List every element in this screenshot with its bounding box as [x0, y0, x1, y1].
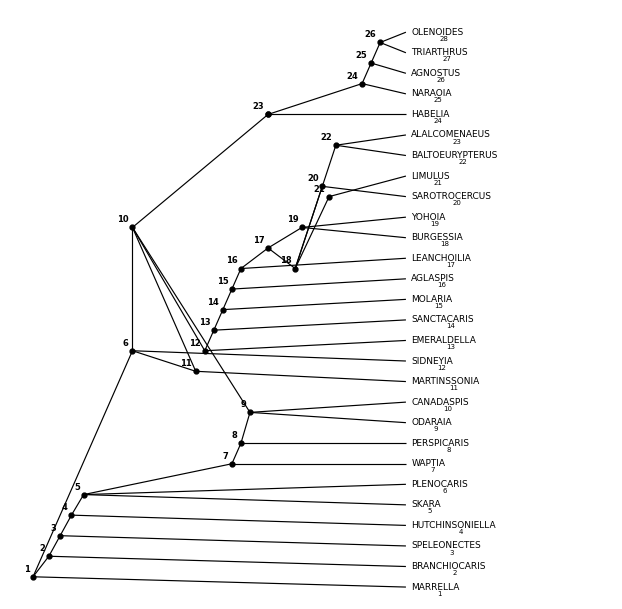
Text: 25: 25: [356, 51, 368, 60]
Text: 9: 9: [434, 426, 439, 432]
Text: 10: 10: [443, 406, 452, 412]
Text: CANADASPIS: CANADASPIS: [411, 398, 469, 407]
Text: MARTINSSONIA: MARTINSSONIA: [411, 377, 480, 386]
Text: 3: 3: [51, 524, 57, 533]
Text: MOLARIA: MOLARIA: [411, 295, 452, 304]
Text: BALTOEURYPTERUS: BALTOEURYPTERUS: [411, 151, 498, 160]
Text: 20: 20: [452, 200, 461, 206]
Text: NARAOIA: NARAOIA: [411, 90, 452, 99]
Text: HUTCHINSONIELLA: HUTCHINSONIELLA: [411, 521, 496, 530]
Text: 22: 22: [320, 133, 332, 142]
Text: 23: 23: [253, 102, 264, 111]
Text: 18: 18: [280, 256, 292, 266]
Text: 3: 3: [449, 549, 453, 555]
Text: 2: 2: [39, 544, 45, 553]
Text: 17: 17: [253, 236, 264, 245]
Text: LIMULUS: LIMULUS: [411, 172, 450, 180]
Text: 13: 13: [446, 344, 455, 350]
Text: 21: 21: [313, 185, 325, 194]
Text: 18: 18: [440, 241, 449, 247]
Text: 24: 24: [346, 71, 358, 80]
Text: 19: 19: [287, 216, 299, 224]
Text: 1: 1: [24, 565, 29, 574]
Text: SAROTROCERCUS: SAROTROCERCUS: [411, 192, 491, 201]
Text: 5: 5: [427, 509, 432, 515]
Text: 8: 8: [446, 447, 450, 452]
Text: EMERALDELLA: EMERALDELLA: [411, 336, 476, 345]
Text: YOHOIA: YOHOIA: [411, 213, 446, 222]
Text: 28: 28: [440, 36, 449, 42]
Text: 12: 12: [437, 365, 446, 371]
Text: 21: 21: [434, 180, 443, 186]
Text: 26: 26: [364, 30, 376, 40]
Text: 26: 26: [437, 77, 446, 83]
Text: 25: 25: [434, 97, 442, 104]
Text: 9: 9: [241, 400, 246, 409]
Text: 2: 2: [452, 570, 457, 576]
Text: 6: 6: [443, 488, 447, 494]
Text: 14: 14: [446, 323, 455, 329]
Text: 27: 27: [443, 57, 452, 62]
Text: 4: 4: [458, 529, 463, 535]
Text: LEANCHOILIA: LEANCHOILIA: [411, 254, 471, 262]
Text: AGLASPIS: AGLASPIS: [411, 274, 455, 283]
Text: 14: 14: [208, 298, 219, 306]
Text: 24: 24: [434, 118, 442, 124]
Text: 6: 6: [123, 339, 129, 348]
Text: PERSPICARIS: PERSPICARIS: [411, 438, 470, 448]
Text: OLENOIDES: OLENOIDES: [411, 28, 463, 37]
Text: 23: 23: [452, 138, 461, 144]
Text: AGNOSTUS: AGNOSTUS: [411, 69, 462, 78]
Text: 12: 12: [190, 339, 201, 348]
Text: ODARAIA: ODARAIA: [411, 418, 452, 427]
Text: 16: 16: [226, 256, 238, 266]
Text: 22: 22: [458, 159, 467, 165]
Text: 1: 1: [437, 591, 442, 597]
Text: 19: 19: [430, 220, 440, 227]
Text: 7: 7: [430, 467, 435, 473]
Text: ALALCOMENAEUS: ALALCOMENAEUS: [411, 130, 491, 139]
Text: 16: 16: [437, 283, 446, 289]
Text: TRIARTHRUS: TRIARTHRUS: [411, 48, 468, 57]
Text: BURGESSIA: BURGESSIA: [411, 233, 463, 242]
Text: 17: 17: [446, 262, 455, 268]
Text: 4: 4: [62, 503, 68, 512]
Text: SANCTACARIS: SANCTACARIS: [411, 315, 474, 325]
Text: 7: 7: [223, 452, 228, 460]
Text: SIDNEYIA: SIDNEYIA: [411, 356, 453, 365]
Text: 15: 15: [434, 303, 443, 309]
Text: WAPTIA: WAPTIA: [411, 459, 445, 468]
Text: SKARA: SKARA: [411, 501, 441, 509]
Text: 8: 8: [231, 431, 238, 440]
Text: HABELIA: HABELIA: [411, 110, 450, 119]
Text: 11: 11: [180, 359, 192, 368]
Text: 11: 11: [449, 385, 458, 391]
Text: 15: 15: [216, 277, 228, 286]
Text: MARRELLA: MARRELLA: [411, 583, 460, 591]
Text: PLENOCARIS: PLENOCARIS: [411, 480, 468, 489]
Text: 5: 5: [74, 482, 80, 491]
Text: 13: 13: [198, 318, 210, 327]
Text: SPELEONECTES: SPELEONECTES: [411, 541, 481, 551]
Text: BRANCHIOCARIS: BRANCHIOCARIS: [411, 562, 486, 571]
Text: 10: 10: [117, 216, 129, 224]
Text: 20: 20: [307, 174, 318, 183]
